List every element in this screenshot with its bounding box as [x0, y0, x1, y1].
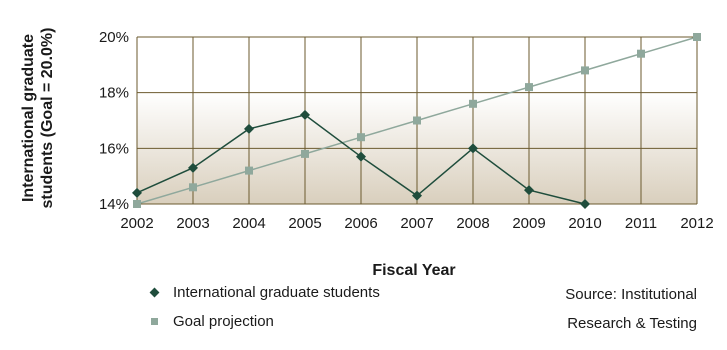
- data-point-square: [693, 33, 701, 41]
- data-point-diamond: [244, 123, 254, 134]
- source-line-1: Source: Institutional: [565, 286, 697, 303]
- x-tick-labels: 2002 2003 2004 2005 2006 2007 2008 2009 2010 2011…: [120, 215, 713, 232]
- y-tick-label: 20%: [99, 29, 129, 46]
- source-line-2: Research & Testing: [567, 315, 697, 332]
- x-tick-label: 2005: [288, 215, 321, 232]
- data-point-diamond: [412, 190, 422, 201]
- y-axis-title-line2: students (Goal = 20.0%): [39, 28, 56, 209]
- x-tick-label: 2011: [625, 215, 657, 232]
- y-tick-label: 16%: [99, 140, 129, 157]
- legend: International graduate students Goal pro…: [143, 278, 380, 336]
- x-tick-label: 2006: [344, 215, 377, 232]
- x-tick-label: 2010: [568, 215, 601, 232]
- x-tick-label: 2009: [512, 215, 545, 232]
- series-layer: [132, 33, 701, 209]
- data-point-square: [469, 99, 477, 108]
- data-point-square: [245, 166, 253, 175]
- source-note: Source: Institutional Research & Testing: [565, 280, 697, 338]
- x-tick-label: 2002: [120, 215, 153, 232]
- x-tick-label: 2012: [680, 215, 713, 232]
- legend-item-students: International graduate students: [143, 278, 380, 307]
- legend-item-goal: Goal projection: [143, 307, 380, 336]
- square-marker-icon: [143, 318, 165, 325]
- x-tick-label: 2007: [400, 215, 433, 232]
- series-students: [132, 109, 590, 209]
- grid: [136, 36, 698, 205]
- x-tick-label: 2004: [232, 215, 265, 232]
- y-tick-label: 14%: [99, 196, 129, 213]
- diamond-marker-icon: [143, 287, 165, 298]
- x-axis-title: Fiscal Year: [372, 262, 455, 279]
- series-goal: [133, 33, 701, 208]
- y-axis-title-line1: International graduate: [20, 34, 37, 202]
- data-point-square: [189, 183, 197, 192]
- y-tick-label: 18%: [99, 85, 129, 102]
- legend-label-goal: Goal projection: [173, 313, 274, 330]
- x-tick-label: 2003: [176, 215, 209, 232]
- data-point-diamond: [468, 143, 478, 154]
- data-point-square: [637, 49, 645, 58]
- data-point-diamond: [524, 185, 534, 196]
- data-point-square: [413, 116, 421, 125]
- data-point-diamond: [132, 187, 142, 198]
- x-tick-label: 2008: [456, 215, 489, 232]
- data-point-square: [301, 149, 309, 158]
- data-point-diamond: [188, 162, 198, 173]
- y-axis-title: International graduate students (Goal = …: [20, 28, 56, 209]
- data-point-square: [357, 133, 365, 142]
- data-point-diamond: [356, 151, 366, 162]
- data-point-square: [133, 200, 141, 208]
- legend-label-students: International graduate students: [173, 284, 380, 301]
- data-point-square: [525, 83, 533, 92]
- data-point-square: [581, 66, 589, 75]
- data-point-diamond: [300, 109, 310, 120]
- y-tick-labels: 14% 16% 18% 20%: [99, 29, 129, 213]
- data-point-diamond: [580, 199, 590, 209]
